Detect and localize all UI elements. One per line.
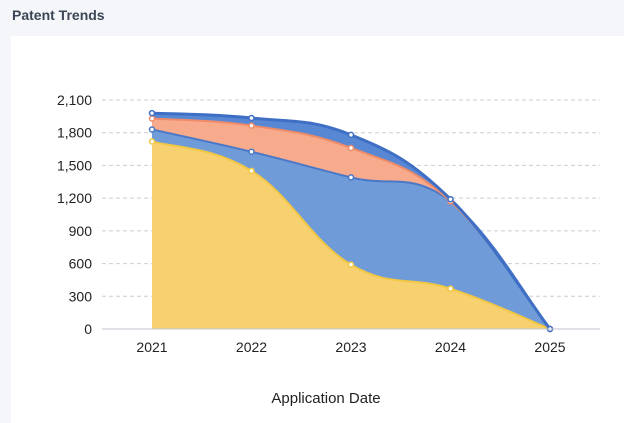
data-point[interactable] [150, 116, 155, 121]
y-tick-label: 2,100 [57, 92, 92, 108]
data-point[interactable] [349, 145, 354, 150]
data-point[interactable] [349, 132, 354, 137]
data-point[interactable] [349, 262, 354, 267]
data-point[interactable] [448, 286, 453, 291]
data-point[interactable] [249, 115, 254, 120]
data-point[interactable] [150, 127, 155, 132]
y-tick-label: 300 [69, 288, 93, 304]
data-point[interactable] [249, 149, 254, 154]
data-point[interactable] [249, 123, 254, 128]
x-tick-label: 2024 [435, 339, 466, 355]
x-axis-ticks: 2021 2022 2023 2024 2025 [136, 339, 565, 355]
y-tick-label: 600 [69, 256, 93, 272]
y-tick-label: 1,500 [57, 157, 92, 173]
y-tick-label: 1,200 [57, 190, 92, 206]
data-point[interactable] [448, 197, 453, 202]
y-tick-label: 900 [69, 223, 93, 239]
data-point[interactable] [349, 175, 354, 180]
data-point[interactable] [150, 139, 155, 144]
stacked-area-chart: 03006009001,2001,5001,8002,100 202120222… [0, 0, 624, 423]
x-tick-label: 2025 [534, 339, 565, 355]
x-tick-label: 2023 [335, 339, 366, 355]
x-tick-label: 2022 [236, 339, 267, 355]
y-axis-ticks: 0 300 600 900 1,200 1,500 1,800 2,100 [57, 92, 92, 337]
y-tick-label: 0 [84, 321, 92, 337]
x-axis-title: Application Date [271, 390, 380, 407]
y-tick-label: 1,800 [57, 125, 92, 141]
data-point[interactable] [150, 111, 155, 116]
data-point[interactable] [249, 168, 254, 173]
x-tick-label: 2021 [136, 339, 167, 355]
